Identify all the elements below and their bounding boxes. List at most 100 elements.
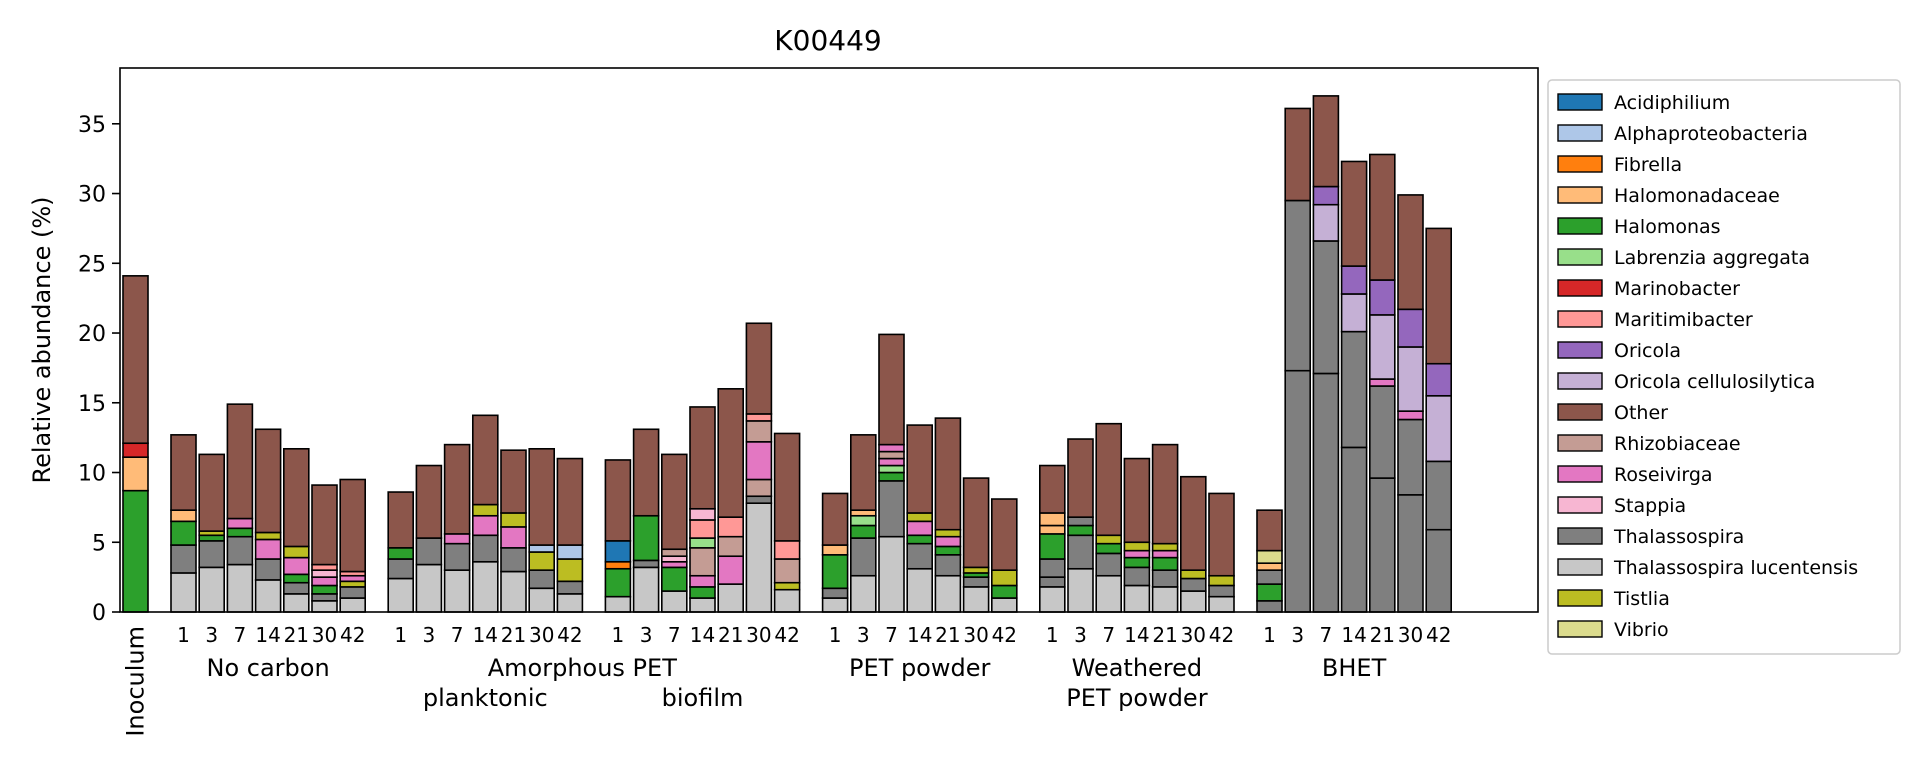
bar-segment-oricola-cellulosilytica: [1340, 293, 1368, 333]
legend-label-oricola-cellulosilytica: Oricola cellulosilytica: [1614, 371, 1815, 393]
x-tick-label: 42: [1209, 623, 1234, 647]
bar-segment-thalassospira-lucentensis: [556, 593, 584, 613]
chart-title: K00449: [774, 24, 881, 57]
bar-segment-thalassospira-lucentensis: [878, 535, 905, 613]
bar-segment-roseivirga: [226, 517, 254, 530]
bar-segment-thalassospira: [387, 558, 415, 580]
bar-segment-thalassospira-lucentensis: [1151, 586, 1179, 613]
axes-layer: 1 3 7 14 21 30 42 1 3 7 14 21 30 42 1 3 7 14 21 30 42 1 3 7 14 21…: [78, 67, 1539, 737]
bar-segment-stappia: [689, 507, 716, 521]
y-tick-label: 10: [78, 462, 106, 487]
bar-segment-thalassospira-lucentensis: [1180, 590, 1207, 613]
bar-segment-vibrio: [1256, 549, 1283, 564]
legend-label-maritimibacter: Maritimibacter: [1614, 309, 1753, 331]
bar-segment-roseivirga: [878, 457, 905, 467]
x-tick-label: 3: [205, 623, 218, 647]
legend-swatch-thalassospira: [1557, 527, 1603, 545]
x-tick-label: 7: [451, 623, 464, 647]
bar-segment-other: [1397, 194, 1424, 311]
group-label: BHET: [1322, 654, 1387, 682]
bar-segment-stappia: [311, 569, 338, 578]
bar-segment-tistlia: [962, 566, 990, 574]
bar-segment-other: [1256, 509, 1283, 552]
bar-segment-maritimibacter: [689, 519, 716, 539]
bar-segment-roseivirga: [689, 574, 716, 588]
bar-segment-labrenzia-aggregata: [849, 514, 877, 527]
bar-segment-thalassospira: [1151, 569, 1179, 588]
bar-segment-halomonas: [849, 524, 877, 539]
bar-segment-other: [1039, 464, 1066, 514]
bar-segment-other: [1123, 457, 1151, 544]
bar-segment-roseivirga: [311, 576, 338, 587]
x-tick-label: 42: [340, 623, 365, 647]
bar-segment-roseivirga: [934, 535, 962, 548]
legend-swatch-oricola-cellulosilytica: [1557, 372, 1603, 390]
bar-segment-acidiphilium: [604, 540, 632, 563]
x-tick-label: 1: [612, 623, 625, 647]
bar-segment-other: [1312, 95, 1340, 188]
bar-segment-other: [1340, 160, 1368, 267]
bar-segment-thalassospira: [1123, 566, 1151, 587]
bar-segment-thalassospira: [632, 559, 660, 569]
bar-segment-thalassospira: [934, 554, 962, 577]
bar-segment-thalassospira: [1039, 576, 1066, 588]
legend-swatch-rhizobiaceae: [1557, 434, 1603, 452]
bar-segment-thalassospira: [1425, 528, 1452, 613]
x-tick-label: 30: [529, 623, 554, 647]
bar-segment-thalassospira-lucentensis: [282, 593, 310, 613]
bar-segment-thalassospira: [443, 542, 471, 571]
bar-segment-halomonas: [1095, 542, 1122, 555]
bar-segment-other: [962, 477, 990, 569]
bar-segment-halomonas: [387, 547, 415, 560]
bar-segment-roseivirga: [339, 574, 367, 583]
bar-segment-rhizobiaceae: [745, 478, 773, 498]
bar-segment-thalassospira: [1425, 460, 1452, 531]
bar-segment-thalassospira: [1067, 516, 1094, 527]
legend-label-marinobacter: Marinobacter: [1614, 278, 1740, 300]
legend-label-halomonadaceae: Halomonadaceae: [1614, 185, 1780, 207]
bar-segment-thalassospira-lucentensis: [1039, 586, 1066, 613]
bar-segment-thalassospira-lucentensis: [962, 586, 990, 613]
bar-segment-roseivirga: [878, 443, 905, 453]
bar-segment-thalassospira: [849, 537, 877, 577]
legend-swatch-oricola: [1557, 341, 1603, 359]
bar-segment-oricola: [1312, 185, 1340, 206]
x-tick-label: 21: [501, 623, 526, 647]
bar-segment-rhizobiaceae: [689, 547, 716, 577]
bar-segment-tistlia: [1208, 574, 1235, 587]
bar-segment-thalassospira: [311, 593, 338, 602]
bar-segment-tistlia: [339, 580, 367, 588]
bar-segment-halomonas: [660, 566, 688, 592]
bar-segment-other: [821, 492, 849, 546]
bar-segment-other: [122, 275, 149, 445]
y-tick-label: 15: [78, 392, 106, 417]
bar-segment-other: [1151, 443, 1179, 545]
bar-segment-thalassospira: [745, 495, 773, 505]
bar-segment-oricola-cellulosilytica: [1312, 203, 1340, 242]
bar-segment-thalassospira: [1369, 385, 1396, 479]
bar-segment-other: [717, 388, 745, 518]
bar-segment-other: [906, 424, 934, 514]
legend-swatch-other: [1557, 403, 1603, 421]
bar-segment-thalassospira: [1180, 577, 1207, 592]
bar-segment-thalassospira-lucentensis: [990, 597, 1018, 613]
x-tick-label: 7: [1102, 623, 1115, 647]
x-tick-label: 21: [935, 623, 960, 647]
x-tick-label: 42: [992, 623, 1017, 647]
bar-segment-thalassospira: [1256, 569, 1283, 585]
group-label: PET powder: [849, 654, 990, 682]
bar-segment-other: [415, 464, 443, 539]
bar-segment-thalassospira-lucentensis: [1067, 567, 1094, 613]
bar-segment-roseivirga: [500, 526, 527, 549]
bar-segment-tistlia: [556, 558, 584, 583]
x-tick-label: 14: [1341, 623, 1366, 647]
legend-frame: [1547, 79, 1901, 655]
legend: Acidiphilium Alphaproteobacteria Fibrella H…: [1547, 79, 1901, 655]
bar-segment-halomonadaceae: [170, 509, 197, 523]
bar-segment-roseivirga: [1123, 549, 1151, 559]
bar-segment-tistlia: [254, 531, 282, 541]
bar-segment-halomonas: [604, 567, 632, 598]
bar-segment-other: [1067, 438, 1094, 518]
bar-segment-thalassospira-lucentensis: [311, 600, 338, 613]
legend-swatch-labrenzia-aggregata: [1557, 248, 1603, 266]
